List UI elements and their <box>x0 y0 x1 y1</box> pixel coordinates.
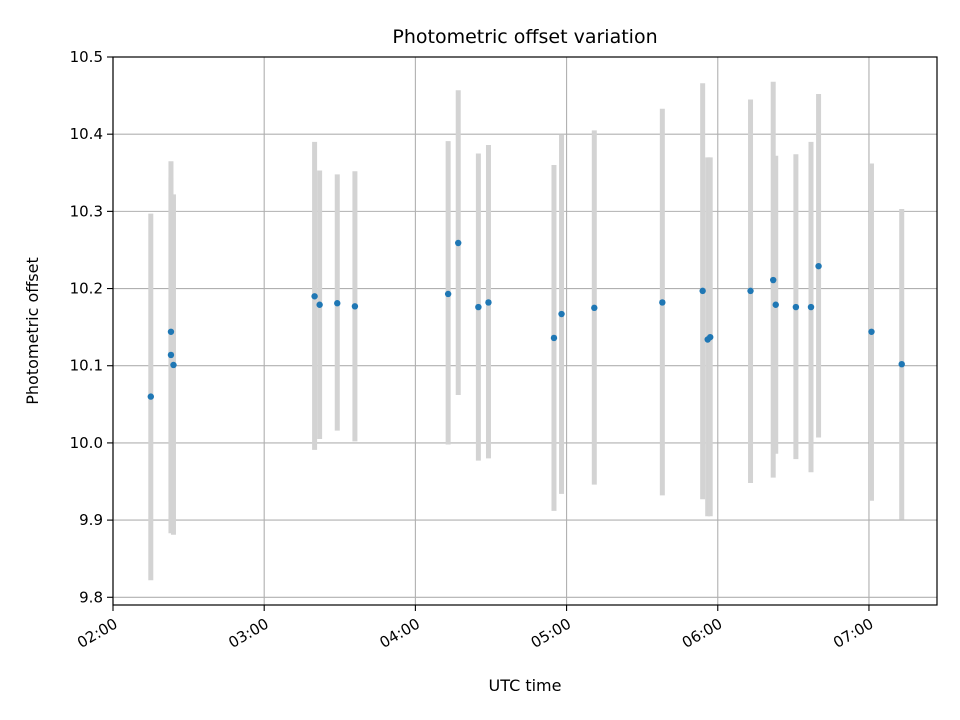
data-point <box>485 299 492 306</box>
data-point <box>147 393 154 400</box>
data-point <box>772 301 779 308</box>
data-points <box>147 239 905 400</box>
plot-frame <box>112 56 938 606</box>
data-point <box>807 303 815 311</box>
data-point <box>591 304 598 312</box>
data-point <box>747 287 754 295</box>
x-axis-label: UTC time <box>489 676 562 695</box>
data-point <box>550 334 558 342</box>
chart-title: Photometric offset variation <box>392 26 657 48</box>
y-tick-label: 10.2 <box>70 280 103 298</box>
y-tick-label: 10.3 <box>70 202 103 220</box>
data-point <box>444 290 452 298</box>
data-point <box>167 328 175 335</box>
data-point <box>311 293 318 300</box>
data-point <box>898 360 905 368</box>
y-tick-label: 10.4 <box>70 125 103 143</box>
y-axis-label: Photometric offset <box>23 257 42 405</box>
y-tick-label: 10.0 <box>70 434 103 452</box>
data-point <box>659 299 666 306</box>
y-tick-label: 10.5 <box>70 48 103 66</box>
data-point <box>475 303 482 311</box>
data-point <box>770 276 777 284</box>
data-point <box>167 351 175 359</box>
y-tick-label: 9.8 <box>79 588 103 606</box>
data-point <box>707 333 714 341</box>
data-point <box>558 310 565 318</box>
data-point <box>815 262 822 270</box>
data-point <box>351 303 359 310</box>
data-point <box>334 300 341 307</box>
y-tick-label: 10.1 <box>70 357 103 375</box>
data-point <box>455 239 462 247</box>
data-point <box>699 287 706 295</box>
data-point <box>792 303 800 311</box>
data-point <box>868 328 875 335</box>
data-point <box>316 301 323 308</box>
y-tick-label: 9.9 <box>79 511 103 529</box>
data-point <box>170 361 177 369</box>
